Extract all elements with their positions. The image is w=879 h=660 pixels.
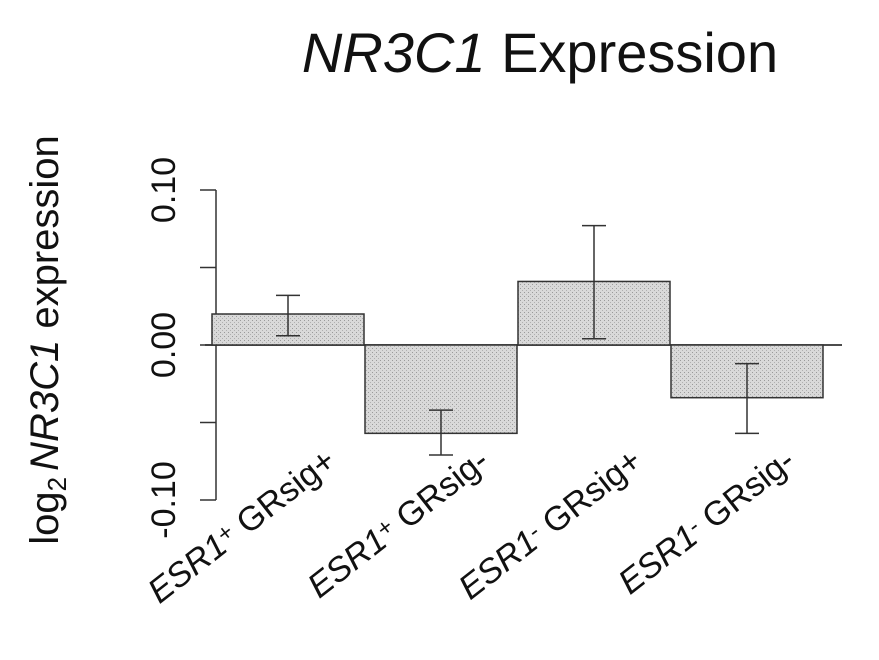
y-axis: -0.10 0.00 0.10 [145,157,842,539]
chart-title: NR3C1 Expression [302,21,778,84]
ylabel-rest: expression [23,135,67,340]
title-rest: Expression [486,21,779,84]
ylabel-prefix: log [23,491,67,544]
category-labels: ESR1+ GRsig+ESR1+ GRsig-ESR1- GRsig+ESR1… [141,441,802,610]
y-axis-label: log2 NR3C1 expression [23,135,72,545]
ylabel-gene: NR3C1 [23,340,67,471]
ylabel-sub: 2 [42,477,72,491]
error-bar [276,294,300,337]
title-gene: NR3C1 [302,21,486,84]
y-tick-label: -0.10 [145,461,183,539]
error-bar [582,224,606,340]
bars [211,224,824,456]
y-tick-label: 0.10 [145,157,183,223]
error-bar [735,362,759,435]
error-bar [429,409,453,456]
y-tick-label: 0.00 [145,312,183,378]
